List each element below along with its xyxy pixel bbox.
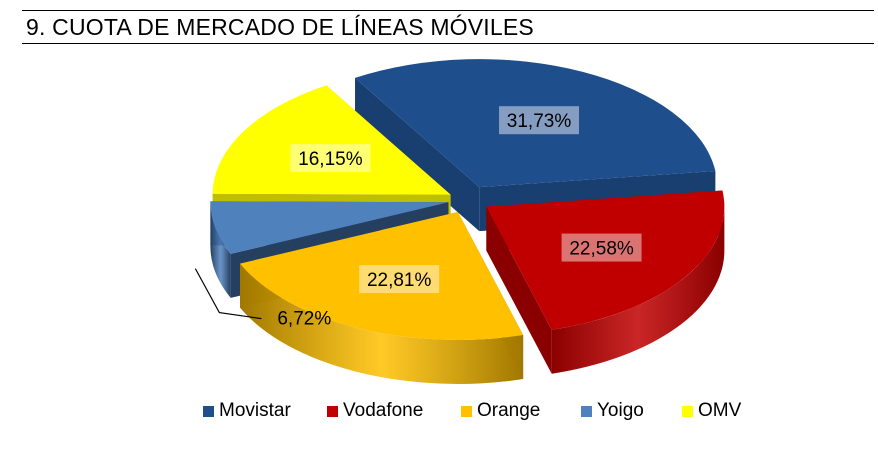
legend-swatch-omv [682, 405, 693, 417]
data-label-vodafone: 22,58% [569, 239, 634, 260]
legend-item-orange: Orange [461, 398, 540, 424]
page-title: 9. CUOTA DE MERCADO DE LÍNEAS MÓVILES [26, 14, 534, 40]
legend-label-orange: Orange [477, 400, 541, 421]
data-label-bg-omv [290, 144, 371, 173]
data-label-movistar: 31,73% [507, 111, 572, 132]
data-label-orange: 22,81% [367, 270, 432, 291]
slice-vodafone-outer-wall [551, 206, 725, 374]
legend-label-vodafone: Vodafone [343, 400, 424, 421]
legend-swatch-movistar [203, 405, 214, 417]
legend-item-omv: OMV [682, 398, 741, 424]
slice-orange [240, 211, 524, 384]
data-label-bg-vodafone [561, 233, 642, 262]
chart-legend: Movistar Vodafone Orange Yoigo OMV [0, 398, 878, 424]
legend-label-omv: OMV [698, 400, 742, 421]
legend-swatch-orange [461, 405, 472, 417]
title-rule-top [22, 10, 874, 11]
legend-label-movistar: Movistar [219, 400, 291, 421]
data-label-bg-movistar [499, 106, 580, 135]
slice-orange-top [240, 211, 524, 340]
data-label-omv: 16,15% [298, 149, 363, 170]
slice-movistar-top [355, 59, 716, 188]
data-label-bg-orange [359, 265, 440, 294]
legend-label-yoigo: Yoigo [597, 400, 644, 421]
slice-vodafone-cut-face-2 [486, 206, 552, 374]
slice-yoigo-outer-wall [210, 202, 231, 298]
legend-swatch-yoigo [581, 405, 592, 417]
legend-item-yoigo: Yoigo [581, 398, 644, 424]
legend-swatch-vodafone [327, 405, 338, 417]
slice-vodafone-top [486, 190, 725, 330]
slice-vodafone [486, 190, 725, 374]
leader-line-yoigo [194, 268, 262, 320]
data-label-yoigo: 6,72% [277, 309, 331, 330]
legend-item-movistar: Movistar [203, 398, 291, 424]
legend-item-vodafone: Vodafone [327, 398, 423, 424]
slice-yoigo-top [210, 201, 449, 254]
slice-omv-top [212, 85, 451, 195]
slice-orange-outer-wall [240, 263, 524, 384]
title-rule-bottom [22, 43, 874, 44]
